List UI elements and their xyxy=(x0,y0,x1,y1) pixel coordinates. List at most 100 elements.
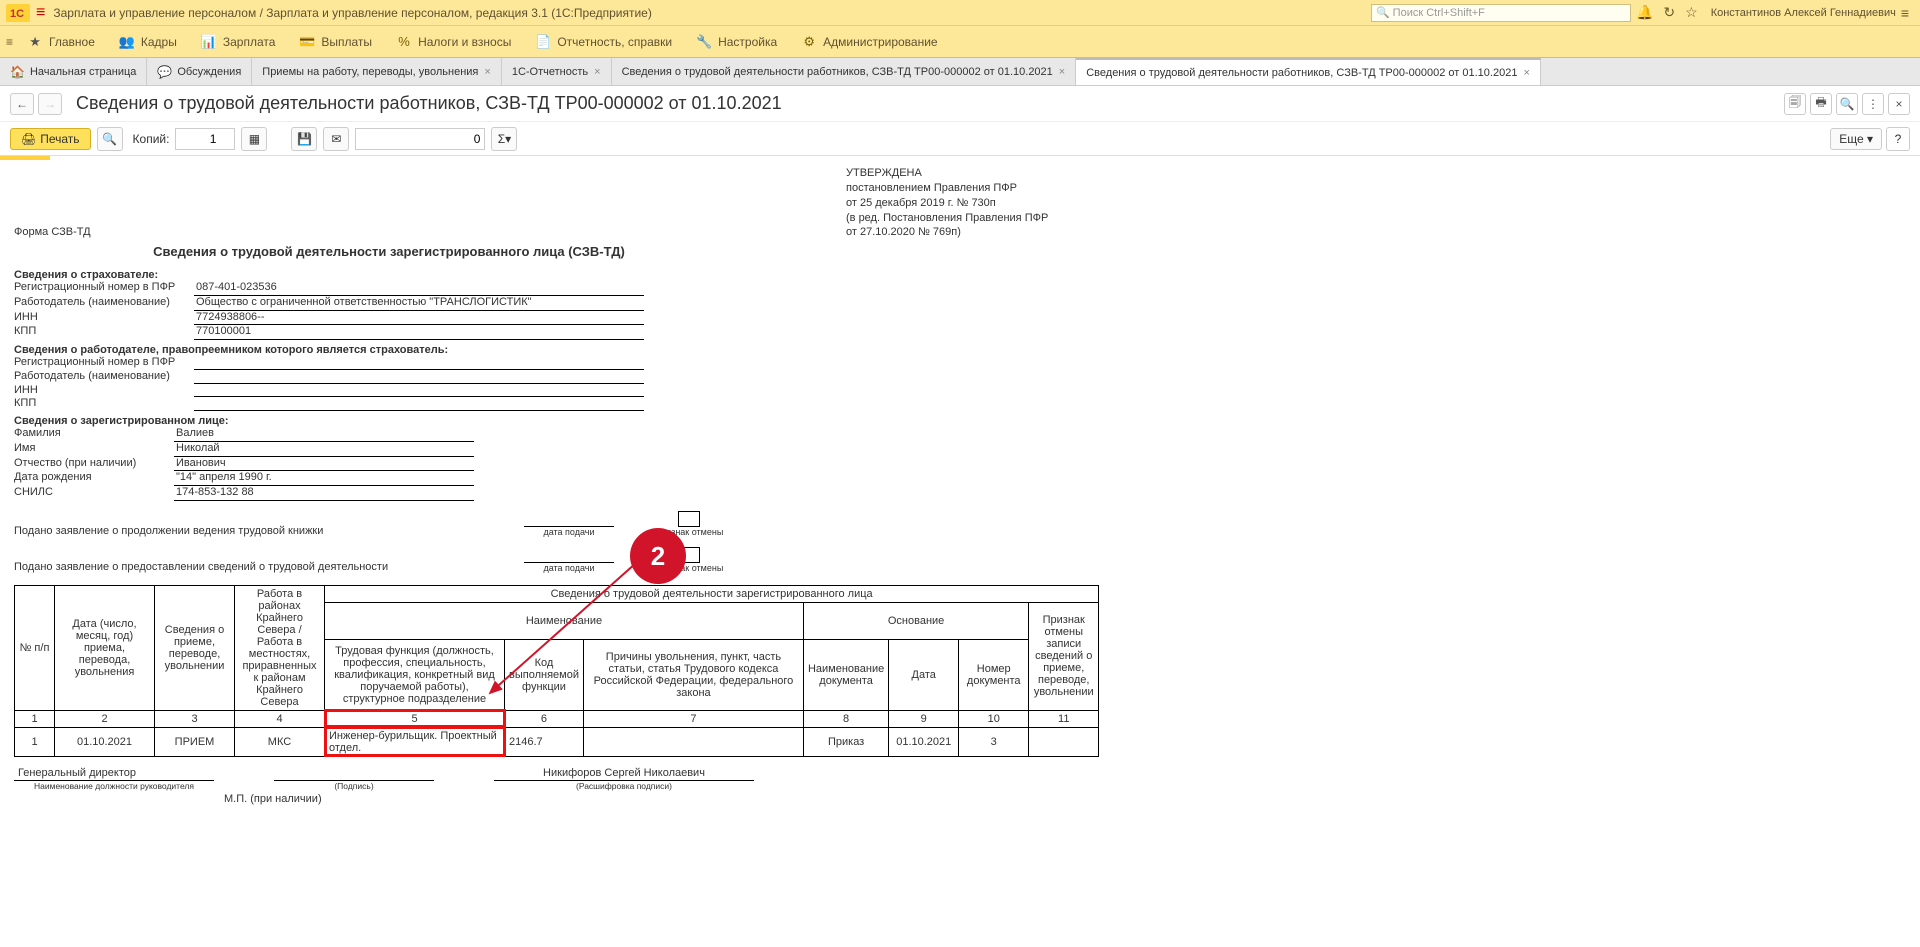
tab-bar: 🏠Начальная страница 💬Обсуждения Приемы н… xyxy=(0,58,1920,86)
menu-toggle-icon[interactable]: ≡ xyxy=(6,35,13,49)
fio-line: Никифоров Сергей Николаевич xyxy=(494,767,754,781)
table-row: 1 01.10.2021 ПРИЕМ МКС Инженер-бурильщик… xyxy=(15,727,1099,756)
back-button[interactable]: ← xyxy=(10,93,34,115)
field-label: Фамилия xyxy=(14,427,174,442)
field-label: Дата рождения xyxy=(14,471,174,486)
tab-szvtd-1[interactable]: Сведения о трудовой деятельности работни… xyxy=(612,58,1077,85)
logo-1c: 1С xyxy=(6,4,30,22)
field-value xyxy=(194,370,644,384)
field-value xyxy=(194,356,644,370)
bell-icon[interactable]: 🔔 xyxy=(1636,4,1653,21)
page-header: ← → Сведения о трудовой деятельности раб… xyxy=(0,86,1920,122)
col-naming: Наименование xyxy=(325,602,804,639)
menu-admin[interactable]: ⚙ Администрирование xyxy=(801,34,937,50)
signature-row: Генеральный директор Наименование должно… xyxy=(14,767,1906,791)
field-label: Имя xyxy=(14,442,174,457)
activity-table: № п/п Дата (число, месяц, год) приема, п… xyxy=(14,585,1099,757)
print-button[interactable]: 🖨Печать xyxy=(10,128,91,150)
tab-label: 1С-Отчетность xyxy=(512,66,588,78)
copies-input[interactable] xyxy=(175,128,235,150)
history-icon[interactable]: ↻ xyxy=(1663,4,1675,21)
field-label: СНИЛС xyxy=(14,486,174,501)
close-page-button[interactable]: × xyxy=(1888,93,1910,115)
col-docdate: Дата xyxy=(889,640,959,711)
close-icon[interactable]: × xyxy=(1523,67,1529,79)
menu-label: Администрирование xyxy=(823,35,937,49)
hamburger-icon[interactable]: ≡ xyxy=(36,4,45,22)
chart-icon: 📊 xyxy=(201,34,217,50)
col-date: Дата (число, месяц, год) приема, перевод… xyxy=(55,585,155,710)
col-info: Сведения о приеме, переводе, увольнении xyxy=(155,585,235,710)
kebab-icon[interactable]: ⋮ xyxy=(1862,93,1884,115)
titlebar: 1С ≡ Зарплата и управление персоналом / … xyxy=(0,0,1920,26)
copies-label: Копий: xyxy=(133,132,170,146)
user-name[interactable]: Константинов Алексей Геннадиевич xyxy=(1711,7,1896,19)
more-button[interactable]: Еще ▾ xyxy=(1830,128,1882,150)
menu-nastroika[interactable]: 🔧Настройка xyxy=(696,34,777,50)
field-value: 7724938806-- xyxy=(194,311,644,326)
save-button[interactable]: 💾 xyxy=(291,127,317,151)
star-icon[interactable]: ☆ xyxy=(1685,4,1698,21)
tab-label: Сведения о трудовой деятельности работни… xyxy=(622,66,1053,78)
tab-szvtd-2[interactable]: Сведения о трудовой деятельности работни… xyxy=(1076,58,1541,85)
approved-line: (в ред. Постановления Правления ПФР xyxy=(846,211,1048,226)
col-docname: Наименование документа xyxy=(803,640,888,711)
highlighted-cell: Инженер-бурильщик. Проектный отдел. xyxy=(325,727,505,756)
tab-discussions[interactable]: 💬Обсуждения xyxy=(147,58,252,85)
director-caption: Наименование должности руководителя xyxy=(14,781,214,791)
tab-start[interactable]: 🏠Начальная страница xyxy=(0,58,147,85)
tab-label: Обсуждения xyxy=(177,66,241,78)
open-icon[interactable]: 🔍 xyxy=(1836,93,1858,115)
report-title: Сведения о трудовой деятельности зарегис… xyxy=(14,244,764,259)
card-icon: 💳 xyxy=(299,34,315,50)
tab-1c-otchetnost[interactable]: 1С-Отчетность × xyxy=(502,58,612,85)
field-value: 174-853-132 88 xyxy=(174,486,474,501)
table-button[interactable]: ▦ xyxy=(241,127,267,151)
sign-line xyxy=(274,767,434,781)
tab-label: Сведения о трудовой деятельности работни… xyxy=(1086,67,1517,79)
save-icon[interactable]: 🗐 xyxy=(1784,93,1806,115)
tab-priemy[interactable]: Приемы на работу, переводы, увольнения× xyxy=(252,58,502,85)
col-basis: Основание xyxy=(803,602,1028,639)
field-label: ИНН xyxy=(14,384,194,398)
menu-nalogi[interactable]: %Налоги и взносы xyxy=(396,34,511,50)
close-icon[interactable]: × xyxy=(1059,66,1065,78)
field-value: Общество с ограниченной ответственностью… xyxy=(194,296,644,311)
search-input[interactable]: Поиск Ctrl+Shift+F xyxy=(1371,4,1631,22)
help-button[interactable]: ? xyxy=(1886,127,1910,151)
menu-zarplata[interactable]: 📊Зарплата xyxy=(201,34,276,50)
close-icon[interactable]: × xyxy=(484,66,490,78)
date-caption: дата подачи xyxy=(524,563,614,573)
menu-vyplaty[interactable]: 💳Выплаты xyxy=(299,34,372,50)
home-icon: 🏠 xyxy=(10,65,25,79)
sign-caption: (Подпись) xyxy=(274,781,434,791)
preview-button[interactable]: 🔍 xyxy=(97,127,123,151)
main-menu: ≡ ★Главное 👥Кадры 📊Зарплата 💳Выплаты %На… xyxy=(0,26,1920,58)
people-icon: 👥 xyxy=(119,34,135,50)
statement-label: Подано заявление о предоставлении сведен… xyxy=(14,561,524,573)
page-input[interactable] xyxy=(355,128,485,150)
forward-button[interactable]: → xyxy=(38,93,62,115)
menu-dots-icon[interactable]: ≡ xyxy=(1901,5,1909,21)
field-value: 770100001 xyxy=(194,325,644,340)
approved-line: постановлением Правления ПФР xyxy=(846,181,1048,196)
approved-line: от 25 декабря 2019 г. № 730п xyxy=(846,196,1048,211)
menu-kadry[interactable]: 👥Кадры xyxy=(119,34,177,50)
sigma-button[interactable]: Σ▾ xyxy=(491,127,517,151)
statement-row-1: Подано заявление о продолжении ведения т… xyxy=(14,511,1906,537)
col-cancel: Признак отмены записи сведений о приеме,… xyxy=(1029,602,1099,710)
menu-otchet[interactable]: 📄Отчетность, справки xyxy=(535,34,672,50)
gear-icon: ⚙ xyxy=(801,34,817,50)
date-line xyxy=(524,513,614,527)
menu-label: Налоги и взносы xyxy=(418,35,511,49)
print-icon[interactable]: 🖶 xyxy=(1810,93,1832,115)
col-func: Трудовая функция (должность, профессия, … xyxy=(325,640,505,711)
close-icon[interactable]: × xyxy=(594,66,600,78)
menu-main[interactable]: ★Главное xyxy=(27,34,95,50)
print-label: Печать xyxy=(40,132,79,146)
field-label: Регистрационный номер в ПФР xyxy=(14,281,194,296)
menu-label: Настройка xyxy=(718,35,777,49)
section-successor: Сведения о работодателе, правопреемником… xyxy=(14,344,1906,356)
mail-button[interactable]: ✉ xyxy=(323,127,349,151)
field-label: ИНН xyxy=(14,311,194,326)
